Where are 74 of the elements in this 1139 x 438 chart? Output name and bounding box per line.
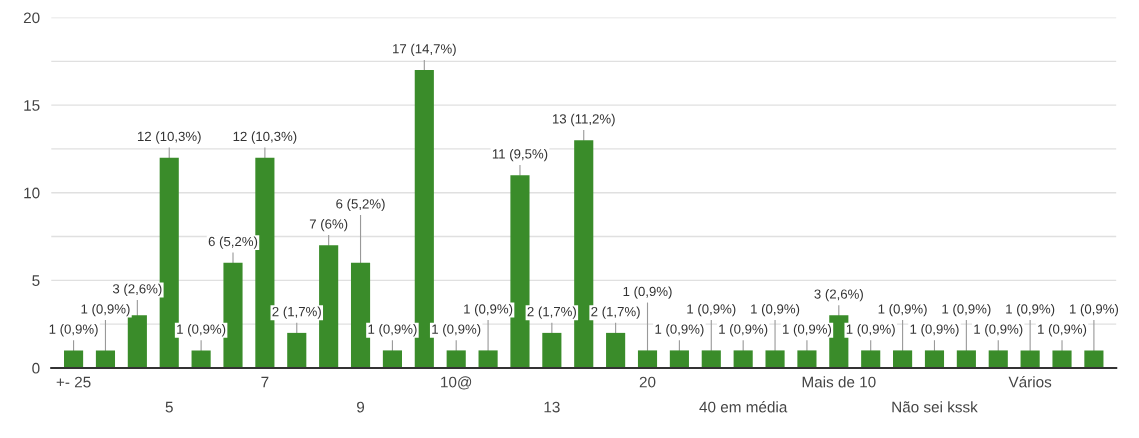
data-label: 13 (11,2%) [552, 113, 615, 127]
data-label: 1 (0,9%) [432, 324, 481, 337]
x-tick-label: Mais de 10 [802, 376, 876, 388]
x-tick-label: 40 em média [699, 401, 788, 413]
bar [95, 350, 116, 368]
y-tick-label: 0 [32, 362, 40, 374]
data-label: 6 (5,2%) [208, 236, 258, 249]
bar [542, 332, 562, 368]
data-label: 3 (2,6%) [112, 283, 162, 297]
bar [191, 350, 211, 368]
bar [446, 350, 466, 368]
x-tick-label: 9 [357, 401, 365, 413]
bar [701, 350, 721, 368]
bar [893, 350, 913, 368]
bar [382, 350, 402, 368]
x-tick-label: 13 [544, 401, 560, 413]
bar [797, 350, 817, 368]
y-tick-label: 5 [32, 275, 40, 287]
x-tick-label: 10@ [441, 376, 472, 390]
data-label: 1 (0,9%) [1038, 324, 1087, 337]
bar [319, 245, 339, 368]
x-tick-label: +- 25 [56, 376, 91, 388]
bar [1020, 350, 1040, 368]
data-label: 1 (0,9%) [878, 303, 927, 317]
bar [956, 350, 976, 368]
bar [478, 350, 498, 368]
bar [606, 332, 626, 368]
x-tick-label: 20 [639, 376, 656, 388]
data-label: 1 (0,9%) [1069, 303, 1119, 317]
data-label: 2 (1,7%) [527, 306, 576, 319]
data-label: 1 (0,9%) [177, 324, 226, 337]
data-label: 1 (0,9%) [910, 324, 959, 337]
bar [637, 350, 658, 368]
data-label: 6 (5,2%) [336, 198, 385, 212]
y-tick-label: 15 [24, 100, 40, 111]
bar [64, 350, 84, 368]
x-tick-label: Não sei kssk [892, 401, 978, 413]
bar [127, 315, 147, 368]
data-label: 1 (0,9%) [623, 286, 672, 299]
data-label: 1 (0,9%) [846, 324, 895, 337]
data-label: 1 (0,9%) [751, 303, 800, 317]
data-label: 1 (0,9%) [655, 324, 704, 337]
x-tick-label: 7 [261, 376, 269, 388]
data-label: 17 (14,7%) [393, 43, 456, 57]
data-label: 12 (10,3%) [137, 131, 201, 144]
data-label: 1 (0,9%) [687, 303, 736, 317]
data-label: 1 (0,9%) [974, 324, 1023, 337]
bar [861, 350, 881, 368]
bar [765, 350, 785, 368]
bar [988, 350, 1008, 368]
data-label: 7 (6%) [309, 218, 348, 232]
bar [924, 350, 945, 368]
data-label: 1 (0,9%) [942, 303, 991, 317]
y-tick-label: 10 [24, 187, 40, 199]
data-label: 1 (0,9%) [1006, 303, 1055, 317]
data-label: 2 (1,7%) [591, 306, 640, 319]
data-label: 2 (1,7%) [272, 306, 321, 319]
data-label: 1 (0,9%) [464, 303, 513, 317]
bar [1084, 350, 1104, 368]
data-label: 1 (0,9%) [783, 324, 832, 337]
bar [733, 350, 753, 368]
x-tick-label: Vários [1008, 376, 1052, 388]
data-label: 1 (0,9%) [49, 324, 98, 337]
data-label: 11 (9,5%) [492, 148, 548, 162]
data-label: 1 (0,9%) [719, 324, 768, 337]
x-tick-label: 5 [165, 401, 173, 413]
data-label: 1 (0,9%) [368, 324, 417, 337]
data-label: 3 (2,6%) [814, 289, 863, 302]
bar [287, 332, 307, 368]
data-label: 1 (0,9%) [81, 303, 130, 317]
y-tick-label: 20 [23, 12, 40, 24]
bar [669, 350, 689, 368]
bar [1052, 350, 1072, 368]
data-label: 12 (10,3%) [233, 131, 297, 144]
